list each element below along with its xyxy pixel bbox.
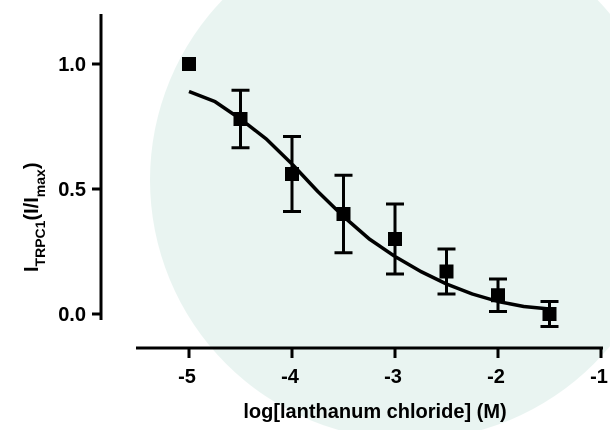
y-axis-title-close: ) [21,162,43,169]
y-axis-title-main: I [21,266,43,272]
data-point [491,288,505,303]
data-point [388,232,402,246]
data-point [285,167,299,181]
axis-labels: 0.0 0.5 1.0 -5 -4 -3 -2 -1 log[lanthanum chlorid… [21,54,608,423]
x-tick-label: -4 [281,366,300,388]
y-axis-title-sub: TRPC1 [32,220,48,266]
x-tick-label: -2 [487,366,505,388]
data-point [182,57,196,71]
axes [92,14,603,358]
fit-curve [188,89,550,311]
watermark-circle [150,0,610,430]
data-point [336,207,351,221]
y-tick-label: 0.0 [58,304,86,326]
x-tick-label: -5 [178,366,196,388]
x-axis-title: log[lanthanum chloride] (M) [243,401,506,423]
y-axis-title-paren: (I/I [21,197,43,220]
y-tick-label: 0.5 [58,179,86,201]
y-tick-label: 1.0 [58,54,86,76]
x-tick-label: -3 [384,366,402,388]
fit-line [188,89,550,311]
data-point [233,112,248,126]
x-tick-label: -1 [590,366,608,388]
error-bars [231,88,559,328]
data-point [542,307,557,321]
data-point [439,264,454,279]
y-axis-title-paren-sub: max [32,169,48,197]
y-axis-title: ITRPC1(I/Imax) [21,162,48,272]
data-points [182,57,557,321]
